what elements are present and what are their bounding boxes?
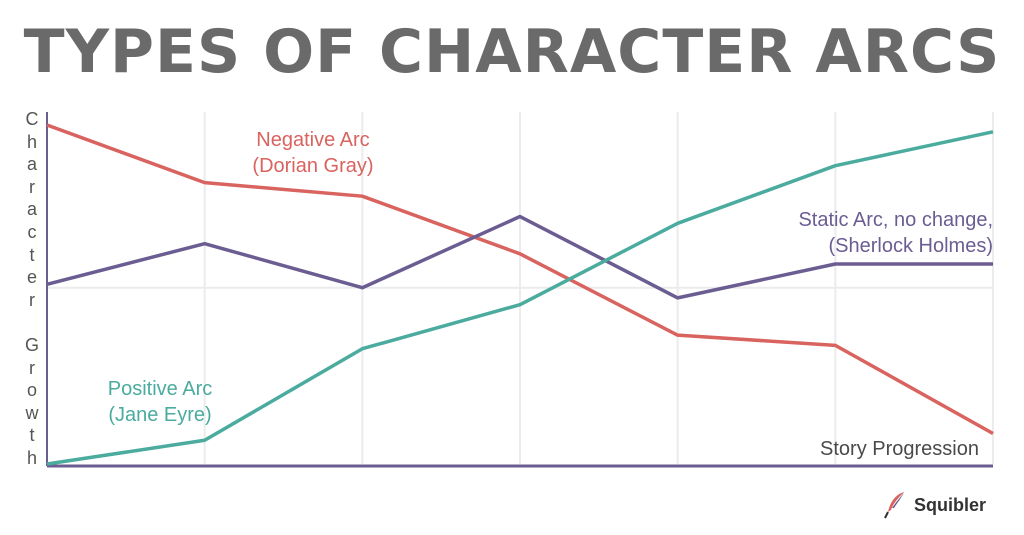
y-axis-label-char: h xyxy=(26,447,37,468)
y-axis-label-char: t xyxy=(29,244,35,265)
x-axis-label: Story Progression xyxy=(820,438,979,460)
series-label-2: Positive Arc xyxy=(108,378,212,400)
series-label-0-line2: (Dorian Gray) xyxy=(252,155,373,177)
y-axis-label-char: o xyxy=(26,380,37,401)
y-axis-label-char: r xyxy=(29,289,35,310)
y-axis-label-char: c xyxy=(27,221,37,242)
y-axis-label-char: a xyxy=(26,154,37,175)
y-axis-label-char: a xyxy=(26,199,37,220)
series-line-0 xyxy=(46,123,994,436)
series-label-1-line2: (Sherlock Holmes) xyxy=(829,235,993,257)
axes: Story Progression xyxy=(46,112,993,468)
series-label-0: Negative Arc xyxy=(256,129,369,151)
y-axis-label-char: h xyxy=(26,131,37,152)
series-line-1 xyxy=(46,214,993,300)
y-axis-label-char: C xyxy=(25,109,39,129)
brand-logo: Squibler xyxy=(882,490,986,520)
y-axis-label-char: r xyxy=(29,176,35,197)
chart-title: TYPES OF CHARACTER ARCS xyxy=(23,17,1001,87)
y-axis-label-char: G xyxy=(24,334,39,355)
series-label-1: Static Arc, no change, xyxy=(798,209,993,231)
brand-name: Squibler xyxy=(914,494,987,515)
y-axis-label-char: e xyxy=(26,267,37,288)
series-label-2-line2: (Jane Eyre) xyxy=(108,404,211,426)
y-axis-label-char: w xyxy=(25,402,39,423)
series-labels: Negative Arc (Dorian Gray) Static Arc, no … xyxy=(108,129,993,426)
y-axis-label-char: r xyxy=(29,357,35,378)
feather-pen-icon xyxy=(884,492,904,519)
y-axis-label-char: t xyxy=(29,425,35,446)
series-lines xyxy=(46,123,994,466)
series-line-2 xyxy=(46,130,994,466)
